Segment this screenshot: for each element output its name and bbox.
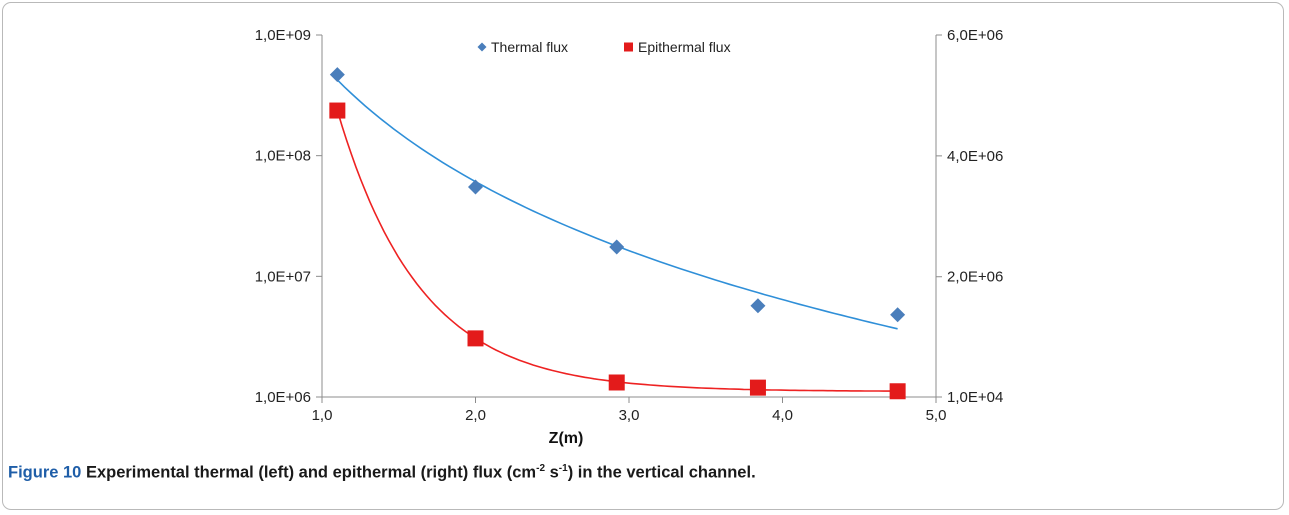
y-right-tick-label: 1,0E+04 bbox=[947, 389, 1003, 406]
legend-epithermal-label: Epithermal flux bbox=[638, 39, 731, 55]
x-tick-label: 3,0 bbox=[619, 407, 640, 424]
thermal-flux-point bbox=[329, 67, 345, 83]
thermal-flux-point bbox=[468, 179, 483, 195]
thermal-trendline bbox=[336, 79, 898, 330]
thermal-flux-point bbox=[609, 239, 625, 255]
axes: 1,0 2,0 3,0 4,0 5,0 1,0E+06 1,0E+07 1,0E+08 1,0E… bbox=[255, 27, 1004, 424]
figure-caption: Figure 10 Experimental thermal (left) an… bbox=[8, 463, 1278, 483]
caption-sup-1: -2 bbox=[536, 463, 546, 474]
y-left-tick-label: 1,0E+07 bbox=[255, 268, 311, 285]
caption-text-before: Experimental thermal (left) and epitherm… bbox=[81, 463, 537, 482]
epithermal-flux-point bbox=[749, 379, 766, 396]
y-left-tick-label: 1,0E+08 bbox=[255, 148, 311, 165]
epithermal-flux-point bbox=[889, 383, 906, 400]
x-tick-label: 1,0 bbox=[312, 407, 333, 424]
legend-thermal-label: Thermal flux bbox=[491, 39, 568, 55]
y-left-tick-label: 1,0E+06 bbox=[255, 389, 311, 406]
trendlines bbox=[336, 79, 898, 392]
legend-epithermal-marker bbox=[624, 42, 633, 52]
x-tick-label: 5,0 bbox=[926, 407, 947, 424]
chart: 1,0 2,0 3,0 4,0 5,0 1,0E+06 1,0E+07 1,0E+08 1,0E… bbox=[255, 27, 1004, 447]
caption-text-after: ) in the vertical channel. bbox=[567, 463, 756, 482]
thermal-flux-point bbox=[750, 298, 766, 314]
epithermal-flux-point bbox=[608, 374, 625, 391]
x-axis-title: Z(m) bbox=[549, 430, 584, 447]
epithermal-flux-point bbox=[467, 330, 484, 347]
y-right-tick-label: 2,0E+06 bbox=[947, 269, 1003, 286]
thermal-flux-point bbox=[890, 307, 906, 323]
x-tick-label: 2,0 bbox=[465, 407, 486, 424]
y-right-tick-label: 4,0E+06 bbox=[947, 148, 1003, 165]
y-left-tick-label: 1,0E+09 bbox=[255, 27, 311, 44]
epithermal-flux-point bbox=[329, 102, 346, 119]
y-right-tick-label: 6,0E+06 bbox=[947, 27, 1003, 44]
caption-text-middle: s bbox=[545, 463, 559, 482]
caption-sup-2: -1 bbox=[558, 463, 568, 474]
legend: Thermal flux Epithermal flux bbox=[477, 39, 731, 55]
legend-thermal-marker bbox=[477, 42, 487, 52]
figure-label: Figure 10 bbox=[8, 463, 82, 482]
x-tick-label: 4,0 bbox=[772, 407, 793, 424]
data-points bbox=[329, 67, 906, 400]
